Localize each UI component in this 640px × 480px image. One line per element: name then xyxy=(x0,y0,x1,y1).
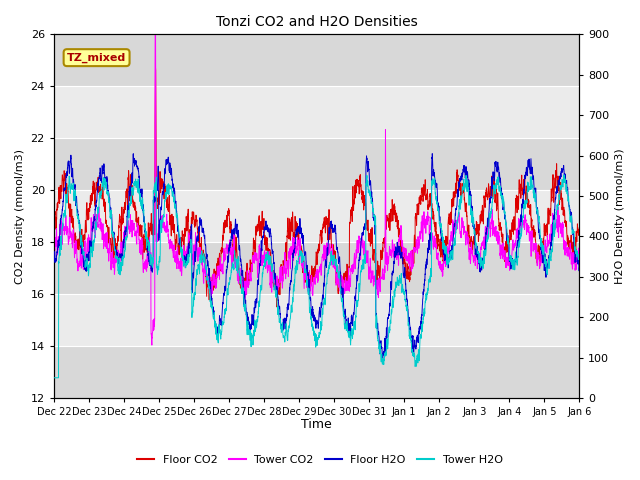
Floor H2O xyxy=(575,265,583,271)
Floor H2O xyxy=(379,356,387,362)
Floor H2O xyxy=(284,304,292,310)
Bar xyxy=(54,86,579,138)
Tower CO2 xyxy=(411,245,419,251)
Floor H2O xyxy=(325,230,333,236)
Tower H2O xyxy=(280,335,287,341)
Line: Tower CO2: Tower CO2 xyxy=(54,21,579,345)
Tower CO2 xyxy=(575,255,583,261)
Floor CO2 xyxy=(411,236,419,241)
Tower H2O xyxy=(117,262,125,267)
Tower CO2 xyxy=(117,250,125,255)
Tower CO2 xyxy=(325,246,333,252)
Tower CO2 xyxy=(148,342,156,348)
Title: Tonzi CO2 and H2O Densities: Tonzi CO2 and H2O Densities xyxy=(216,15,417,29)
Floor H2O xyxy=(50,259,58,265)
Floor CO2 xyxy=(280,262,287,267)
Floor CO2 xyxy=(325,208,333,214)
Floor H2O xyxy=(388,286,396,291)
Tower H2O xyxy=(411,353,419,359)
Tower CO2 xyxy=(50,244,58,250)
Tower CO2 xyxy=(152,18,159,24)
Line: Floor CO2: Floor CO2 xyxy=(54,68,579,307)
Tower CO2 xyxy=(280,263,287,269)
Text: TZ_mixed: TZ_mixed xyxy=(67,52,126,63)
Legend: Floor CO2, Tower CO2, Floor H2O, Tower H2O: Floor CO2, Tower CO2, Floor H2O, Tower H… xyxy=(133,451,507,469)
Floor CO2 xyxy=(117,228,125,233)
Tower H2O xyxy=(284,335,292,340)
Bar xyxy=(54,138,579,190)
Tower H2O xyxy=(560,172,568,178)
Bar xyxy=(54,190,579,242)
Tower CO2 xyxy=(388,253,396,259)
Bar xyxy=(54,242,579,294)
Line: Floor H2O: Floor H2O xyxy=(54,154,579,359)
Floor CO2 xyxy=(284,219,292,225)
Bar xyxy=(54,346,579,398)
Tower CO2 xyxy=(284,265,292,271)
Y-axis label: CO2 Density (mmol/m3): CO2 Density (mmol/m3) xyxy=(15,149,25,284)
Floor CO2 xyxy=(152,65,159,71)
Floor CO2 xyxy=(50,225,58,230)
Bar xyxy=(54,294,579,346)
X-axis label: Time: Time xyxy=(301,419,332,432)
Floor H2O xyxy=(411,340,419,346)
Bar xyxy=(54,35,579,86)
Tower H2O xyxy=(388,307,396,312)
Line: Tower H2O: Tower H2O xyxy=(54,175,579,378)
Floor H2O xyxy=(280,316,287,322)
Floor CO2 xyxy=(575,230,583,236)
Tower H2O xyxy=(50,375,58,381)
Floor H2O xyxy=(428,151,436,156)
Floor CO2 xyxy=(388,206,396,212)
Floor H2O xyxy=(117,252,125,258)
Floor CO2 xyxy=(273,304,280,310)
Tower H2O xyxy=(575,255,583,261)
Tower H2O xyxy=(325,266,333,272)
Y-axis label: H2O Density (mmol/m3): H2O Density (mmol/m3) xyxy=(615,148,625,284)
